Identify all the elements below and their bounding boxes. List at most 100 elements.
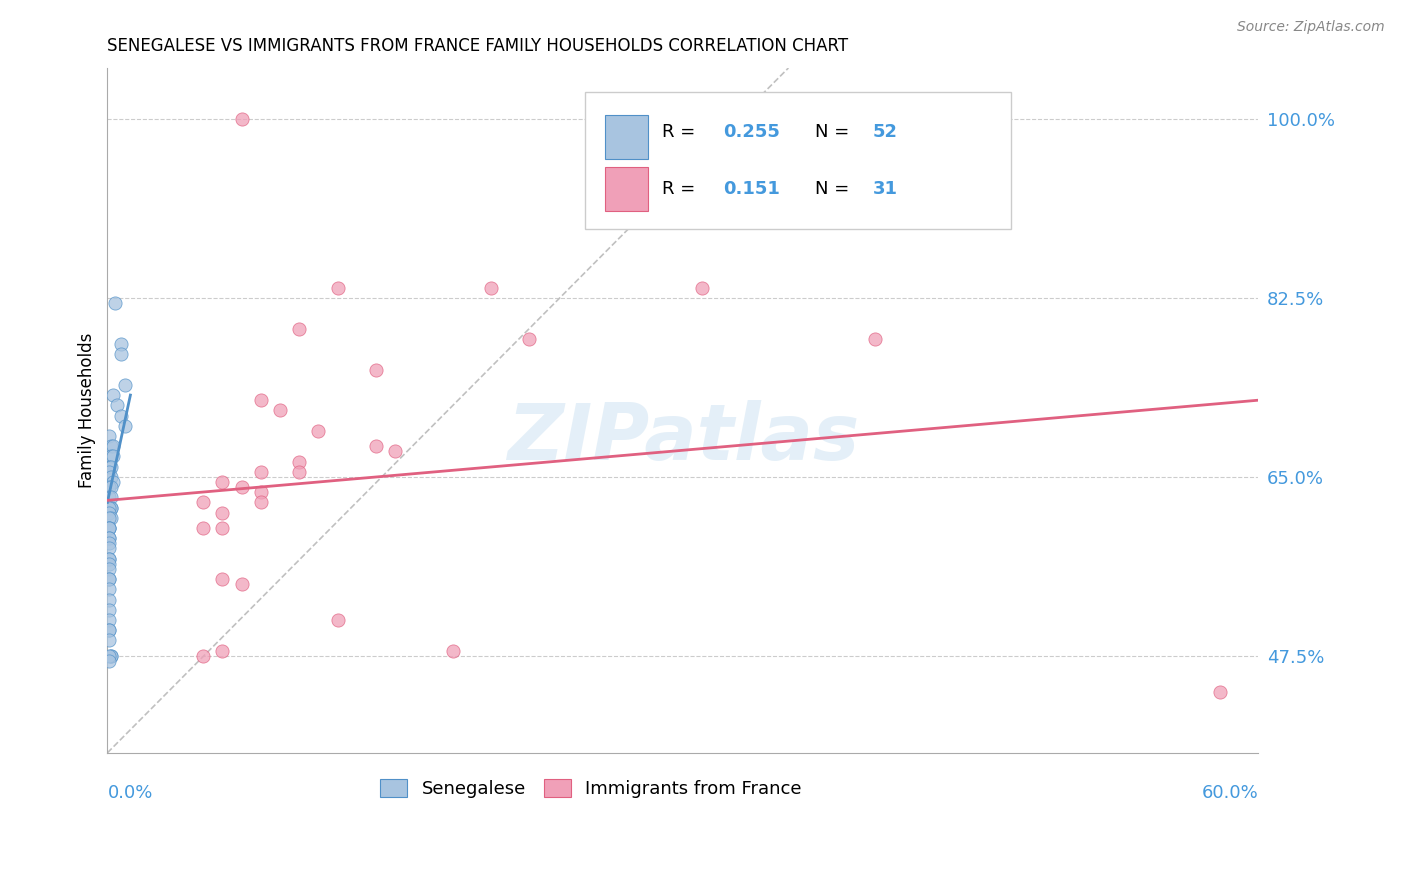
FancyBboxPatch shape bbox=[605, 115, 648, 160]
Point bbox=[100, 450, 122, 464]
Text: 31: 31 bbox=[873, 180, 898, 198]
Point bbox=[110, 347, 132, 361]
Text: N =: N = bbox=[815, 123, 849, 141]
Point bbox=[98, 506, 121, 520]
Point bbox=[250, 393, 273, 408]
Point bbox=[101, 475, 124, 489]
Point bbox=[98, 531, 121, 545]
Point bbox=[98, 562, 121, 576]
Point bbox=[98, 603, 121, 617]
Point bbox=[101, 439, 124, 453]
Point bbox=[98, 633, 121, 648]
Point bbox=[100, 439, 122, 453]
Point bbox=[211, 521, 233, 535]
Point bbox=[479, 281, 502, 295]
Point bbox=[98, 500, 121, 515]
Point bbox=[193, 495, 215, 509]
Point bbox=[98, 592, 121, 607]
Point bbox=[98, 572, 121, 586]
Text: 0.255: 0.255 bbox=[723, 123, 780, 141]
Point bbox=[98, 623, 121, 637]
Point bbox=[110, 409, 132, 423]
Point bbox=[98, 429, 121, 443]
Point bbox=[100, 648, 122, 663]
Text: Source: ZipAtlas.com: Source: ZipAtlas.com bbox=[1237, 20, 1385, 34]
Point bbox=[231, 112, 253, 126]
Point bbox=[211, 572, 233, 586]
Y-axis label: Family Households: Family Households bbox=[79, 333, 96, 488]
Point bbox=[114, 418, 136, 433]
Point bbox=[98, 582, 121, 597]
Text: 60.0%: 60.0% bbox=[1202, 784, 1258, 802]
Point bbox=[100, 480, 122, 494]
Point bbox=[269, 403, 291, 417]
Point bbox=[250, 465, 273, 479]
Point bbox=[100, 470, 122, 484]
Point bbox=[100, 491, 122, 505]
Point bbox=[250, 485, 273, 500]
Point bbox=[307, 424, 329, 438]
Point bbox=[98, 648, 121, 663]
Point bbox=[326, 281, 349, 295]
Text: R =: R = bbox=[662, 180, 696, 198]
Point bbox=[211, 475, 233, 489]
Text: N =: N = bbox=[815, 180, 849, 198]
Text: R =: R = bbox=[662, 123, 696, 141]
Point bbox=[193, 521, 215, 535]
Text: ZIPatlas: ZIPatlas bbox=[506, 400, 859, 475]
Point bbox=[211, 506, 233, 520]
Point bbox=[211, 643, 233, 657]
Point bbox=[98, 572, 121, 586]
Point bbox=[364, 439, 387, 453]
Point bbox=[364, 362, 387, 376]
Point bbox=[110, 337, 132, 351]
Point bbox=[98, 531, 121, 545]
Point bbox=[98, 510, 121, 524]
Point bbox=[98, 551, 121, 566]
Text: SENEGALESE VS IMMIGRANTS FROM FRANCE FAMILY HOUSEHOLDS CORRELATION CHART: SENEGALESE VS IMMIGRANTS FROM FRANCE FAM… bbox=[107, 37, 848, 55]
Point bbox=[100, 500, 122, 515]
Point bbox=[104, 296, 127, 310]
Text: 0.151: 0.151 bbox=[723, 180, 780, 198]
Point bbox=[384, 444, 406, 458]
FancyBboxPatch shape bbox=[585, 92, 1011, 229]
Point bbox=[98, 480, 121, 494]
Point bbox=[250, 495, 273, 509]
Point bbox=[98, 557, 121, 571]
Point bbox=[98, 536, 121, 550]
Point bbox=[288, 454, 311, 468]
Point bbox=[98, 521, 121, 535]
Point bbox=[98, 521, 121, 535]
Point bbox=[100, 648, 122, 663]
Point bbox=[100, 500, 122, 515]
Point bbox=[98, 541, 121, 556]
Point bbox=[98, 459, 121, 474]
Point bbox=[690, 281, 713, 295]
Point bbox=[105, 398, 128, 412]
Point bbox=[98, 623, 121, 637]
Point bbox=[231, 577, 253, 591]
Legend: Senegalese, Immigrants from France: Senegalese, Immigrants from France bbox=[373, 772, 808, 805]
Point bbox=[98, 654, 121, 668]
Point bbox=[101, 388, 124, 402]
Point bbox=[98, 521, 121, 535]
Point bbox=[519, 332, 541, 346]
Point bbox=[101, 450, 124, 464]
Text: 0.0%: 0.0% bbox=[107, 784, 153, 802]
Point bbox=[100, 510, 122, 524]
FancyBboxPatch shape bbox=[605, 167, 648, 211]
Point bbox=[98, 491, 121, 505]
Point bbox=[441, 643, 464, 657]
Text: 52: 52 bbox=[873, 123, 898, 141]
Point bbox=[863, 332, 886, 346]
Point bbox=[114, 377, 136, 392]
Point bbox=[98, 613, 121, 627]
Point bbox=[1209, 684, 1232, 698]
Point bbox=[98, 465, 121, 479]
Point bbox=[288, 465, 311, 479]
Point bbox=[100, 459, 122, 474]
Point bbox=[98, 551, 121, 566]
Point bbox=[288, 321, 311, 335]
Point bbox=[193, 648, 215, 663]
Point bbox=[326, 613, 349, 627]
